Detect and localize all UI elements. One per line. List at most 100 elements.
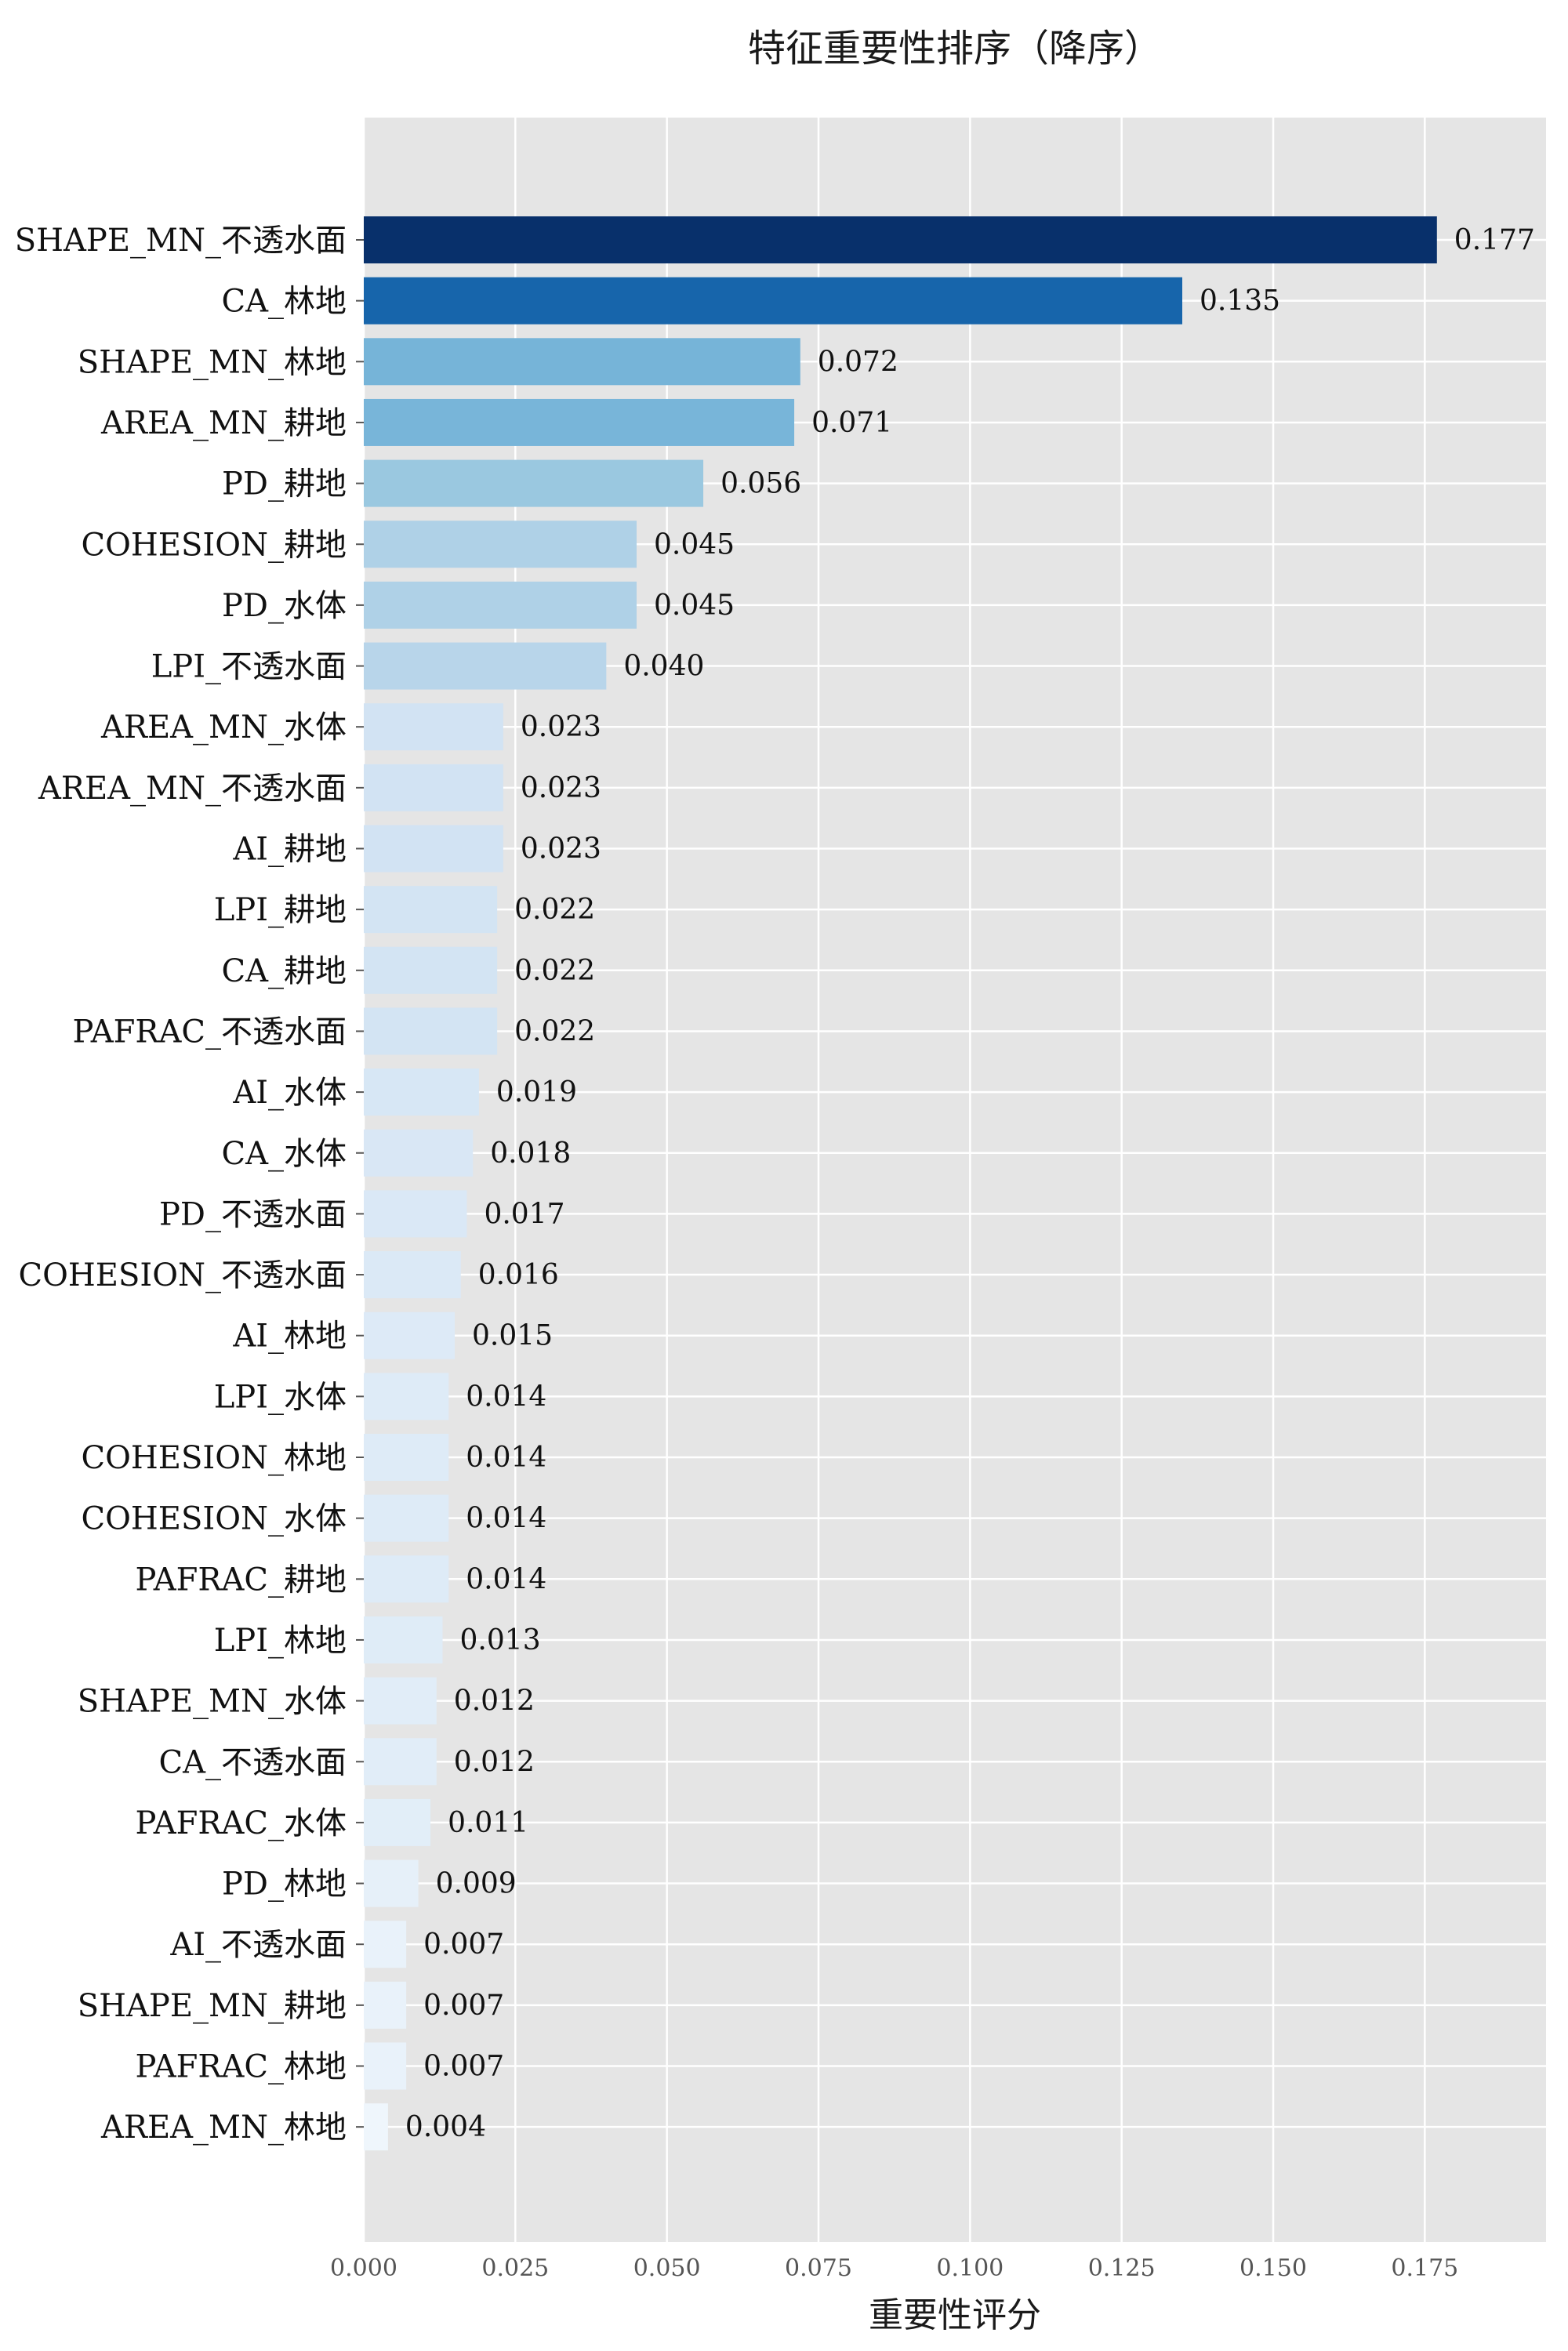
bar-value-label: 0.012 <box>454 1746 535 1778</box>
bar-value-label: 0.014 <box>466 1442 546 1474</box>
x-tick-label: 0.125 <box>1088 2255 1156 2282</box>
y-tick-label: COHESION_不透水面 <box>19 1257 347 1293</box>
bar <box>364 1190 467 1238</box>
bar-value-label: 0.040 <box>623 651 704 683</box>
bar <box>364 1921 407 1968</box>
bar-value-label: 0.004 <box>405 2111 486 2143</box>
x-tick-label: 0.050 <box>633 2255 701 2282</box>
bar <box>364 581 637 629</box>
y-tick-label: COHESION_水体 <box>82 1501 347 1537</box>
bar <box>364 1859 419 1907</box>
y-tick-label: AI_水体 <box>232 1075 347 1111</box>
bar <box>364 703 503 751</box>
bar <box>364 1068 479 1116</box>
y-tick-label: AI_不透水面 <box>169 1927 347 1963</box>
y-tick-label: COHESION_耕地 <box>82 527 347 563</box>
y-tick-label: SHAPE_MN_林地 <box>78 344 347 380</box>
y-tick-label: LPI_水体 <box>214 1379 347 1415</box>
bar <box>364 398 795 446</box>
y-tick-label: COHESION_林地 <box>82 1440 347 1476</box>
bar-value-label: 0.022 <box>514 894 595 926</box>
bar-value-label: 0.071 <box>811 407 892 439</box>
bar-value-label: 0.013 <box>460 1624 541 1656</box>
bar <box>364 1129 474 1177</box>
bar <box>364 1494 449 1542</box>
bar <box>364 338 800 386</box>
y-tick-label: PD_耕地 <box>222 466 347 502</box>
bar-value-label: 0.022 <box>514 955 595 987</box>
bar-value-label: 0.011 <box>448 1807 528 1839</box>
bar <box>364 1373 449 1420</box>
bars <box>364 216 1437 2151</box>
bar-value-label: 0.072 <box>818 346 898 378</box>
bar-value-label: 0.007 <box>423 2051 504 2083</box>
bar-value-label: 0.014 <box>466 1563 546 1595</box>
bar-value-label: 0.045 <box>654 528 735 561</box>
y-tick-label: CA_不透水面 <box>159 1744 347 1780</box>
bar <box>364 946 498 994</box>
y-tick-label: LPI_林地 <box>214 1623 347 1659</box>
bar <box>364 1312 455 1359</box>
bar <box>364 1981 407 2029</box>
bar-value-label: 0.012 <box>454 1685 535 1718</box>
y-tick-label: PAFRAC_耕地 <box>136 1562 347 1598</box>
bar-value-label: 0.014 <box>466 1503 546 1535</box>
bar-value-label: 0.045 <box>654 590 735 622</box>
x-tick-label: 0.000 <box>330 2255 397 2282</box>
y-tick-label: PD_不透水面 <box>159 1196 347 1232</box>
y-tick-label: CA_水体 <box>222 1136 347 1172</box>
bar <box>364 1251 461 1299</box>
bar <box>364 642 607 690</box>
bar <box>364 2103 388 2151</box>
y-tick-label: AREA_MN_不透水面 <box>38 771 347 807</box>
y-tick-label: AREA_MN_林地 <box>100 2110 347 2146</box>
bar-value-label: 0.017 <box>484 1198 564 1230</box>
y-tick-label: PAFRAC_林地 <box>136 2049 347 2085</box>
bar-value-label: 0.023 <box>521 711 601 743</box>
y-tick-label: SHAPE_MN_耕地 <box>78 1988 347 2024</box>
bar <box>364 1738 437 1786</box>
y-tick-label: PAFRAC_不透水面 <box>73 1014 347 1050</box>
bar <box>364 1434 449 1481</box>
bar <box>364 1798 431 1846</box>
x-tick-label: 0.075 <box>785 2255 852 2282</box>
y-tick-label: AREA_MN_水体 <box>100 709 347 746</box>
y-tick-label: SHAPE_MN_水体 <box>78 1684 347 1720</box>
x-tick-label: 0.150 <box>1240 2255 1307 2282</box>
y-tick-label: LPI_不透水面 <box>151 649 347 685</box>
bar <box>364 764 503 811</box>
bar <box>364 2042 407 2090</box>
bar-value-label: 0.019 <box>496 1076 577 1108</box>
bar-value-label: 0.015 <box>472 1320 553 1352</box>
bar-value-label: 0.009 <box>436 1868 517 1900</box>
x-tick-labels: 0.000 0.025 0.050 0.075 0.100 0.125 0.150 0.175 <box>330 2255 1458 2282</box>
bar <box>364 825 503 873</box>
bar-value-label: 0.007 <box>423 1928 504 1961</box>
y-tick-label: CA_耕地 <box>222 953 347 989</box>
x-tick-label: 0.100 <box>936 2255 1004 2282</box>
y-tick-label: PAFRAC_水体 <box>136 1805 347 1841</box>
bar-value-label: 0.023 <box>521 833 601 865</box>
y-tick-label: AREA_MN_耕地 <box>100 405 347 441</box>
x-tick-label: 0.025 <box>481 2255 549 2282</box>
bar <box>364 1555 449 1603</box>
bar-value-label: 0.016 <box>478 1259 559 1291</box>
bar-value-label: 0.056 <box>720 468 801 500</box>
bar <box>364 1616 443 1663</box>
bar <box>364 1677 437 1725</box>
bar-value-label: 0.007 <box>423 1990 504 2022</box>
bar <box>364 277 1182 325</box>
x-tick-label: 0.175 <box>1391 2255 1458 2282</box>
bar-value-label: 0.018 <box>490 1137 571 1170</box>
chart-title: 特征重要性排序（降序） <box>748 27 1162 71</box>
bar <box>364 459 704 507</box>
y-tick-labels: SHAPE_MN_不透水面 CA_林地 SHAPE_MN_林地 AREA_MN_耕地 P… <box>15 223 364 2146</box>
bar <box>364 216 1437 263</box>
y-tick-label: AI_林地 <box>232 1319 347 1355</box>
y-tick-label: SHAPE_MN_不透水面 <box>15 223 347 259</box>
bar-value-label: 0.022 <box>514 1015 595 1047</box>
bar-value-label: 0.177 <box>1454 224 1535 256</box>
bar-value-label: 0.023 <box>521 772 601 804</box>
bar <box>364 886 498 934</box>
